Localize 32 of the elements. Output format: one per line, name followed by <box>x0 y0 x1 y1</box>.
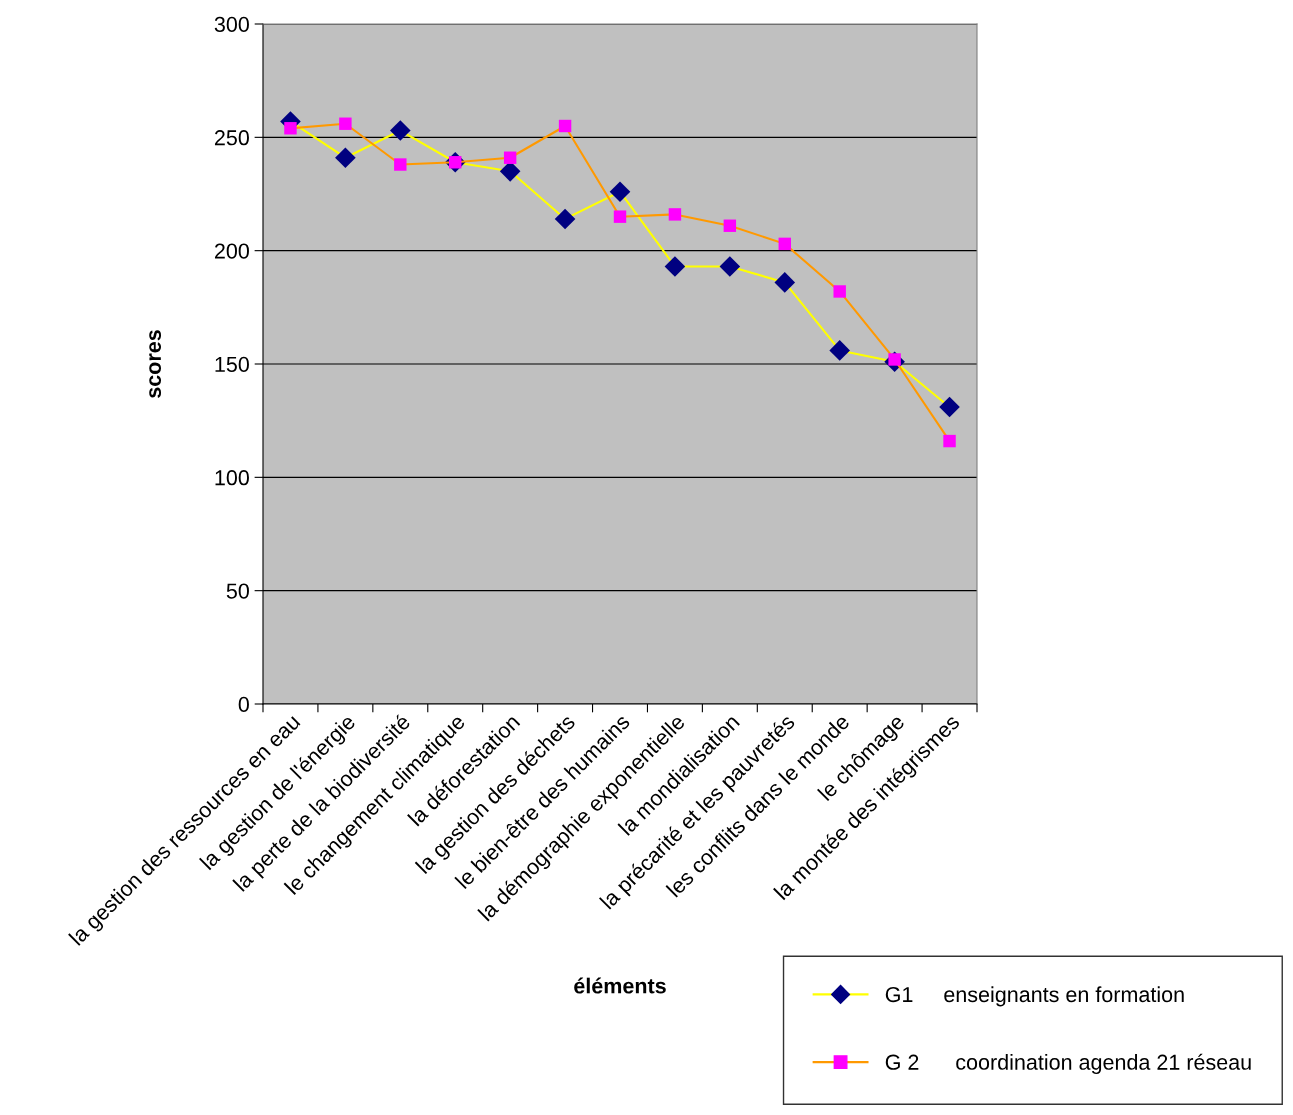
point <box>943 434 956 448</box>
point <box>503 151 517 164</box>
y-tick-label: 150 <box>215 356 249 373</box>
point <box>613 210 627 223</box>
y-tick-label: 250 <box>214 130 249 146</box>
y-axis-title: scores <box>149 330 162 398</box>
x-axis-title: éléments <box>574 977 666 994</box>
point <box>394 158 407 171</box>
point <box>499 161 521 182</box>
point <box>554 208 576 230</box>
point <box>558 119 572 133</box>
point <box>390 120 411 141</box>
point <box>833 285 846 298</box>
point <box>939 396 960 418</box>
point <box>778 237 791 251</box>
y-tick-label: 200 <box>214 243 249 259</box>
point <box>774 272 796 293</box>
point <box>609 181 631 203</box>
point <box>335 147 356 169</box>
y-tick-label: 50 <box>226 583 249 599</box>
y-tick-label: 0 <box>238 696 249 713</box>
point <box>719 256 741 277</box>
y-tick-label: 100 <box>215 470 249 486</box>
point <box>664 256 686 277</box>
point <box>829 340 850 361</box>
point <box>339 117 352 130</box>
point <box>723 219 737 232</box>
point <box>668 208 682 221</box>
legend-label: G 2 coordination agenda 21 réseau <box>885 1053 1251 1075</box>
legend-label: G1 enseignants en formation <box>885 986 1184 1007</box>
point <box>284 122 297 135</box>
y-tick-label: 300 <box>214 16 249 33</box>
